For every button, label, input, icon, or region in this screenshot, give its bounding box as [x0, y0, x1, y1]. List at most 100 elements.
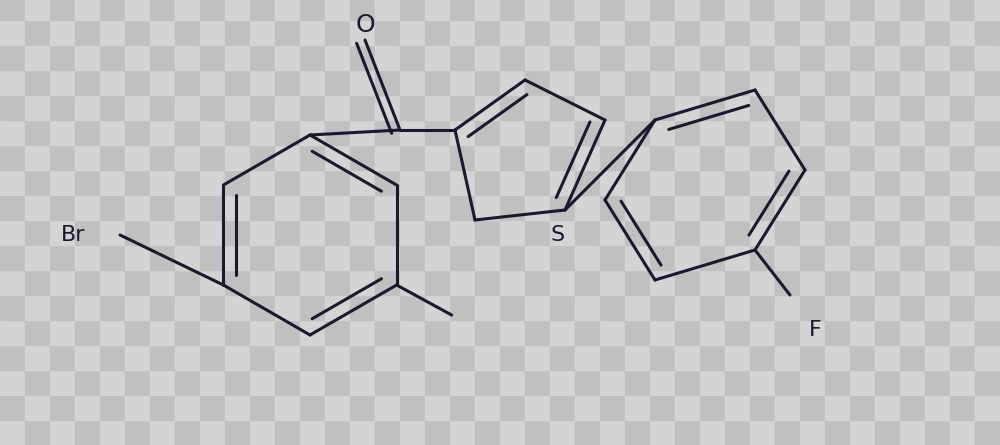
Bar [125, 245, 150, 270]
Bar [50, 95, 75, 120]
Bar [150, 245, 175, 270]
Bar [975, 120, 1000, 145]
Bar [500, 320, 525, 345]
Bar [550, 245, 575, 270]
Bar [525, 120, 550, 145]
Bar [300, 195, 325, 220]
Bar [900, 220, 925, 245]
Bar [75, 70, 100, 95]
Bar [125, 270, 150, 295]
Bar [400, 345, 425, 370]
Bar [850, 170, 875, 195]
Bar [575, 395, 600, 420]
Bar [500, 20, 525, 45]
Bar [450, 420, 475, 445]
Bar [175, 195, 200, 220]
Bar [550, 395, 575, 420]
Bar [575, 220, 600, 245]
Bar [400, 420, 425, 445]
Bar [700, 220, 725, 245]
Bar [425, 370, 450, 395]
Bar [725, 170, 750, 195]
Bar [750, 195, 775, 220]
Bar [325, 20, 350, 45]
Bar [700, 20, 725, 45]
Bar [700, 70, 725, 95]
Bar [50, 295, 75, 320]
Bar [275, 95, 300, 120]
Bar [150, 270, 175, 295]
Bar [900, 395, 925, 420]
Bar [950, 245, 975, 270]
Bar [725, 220, 750, 245]
Bar [125, 95, 150, 120]
Bar [250, 145, 275, 170]
Bar [950, 70, 975, 95]
Bar [575, 245, 600, 270]
Bar [0, 195, 25, 220]
Bar [200, 395, 225, 420]
Bar [550, 295, 575, 320]
Bar [675, 395, 700, 420]
Bar [525, 95, 550, 120]
Bar [150, 45, 175, 70]
Bar [450, 195, 475, 220]
Bar [0, 345, 25, 370]
Bar [50, 345, 75, 370]
Bar [675, 195, 700, 220]
Bar [125, 420, 150, 445]
Bar [225, 295, 250, 320]
Bar [400, 95, 425, 120]
Bar [275, 70, 300, 95]
Bar [875, 245, 900, 270]
Bar [925, 195, 950, 220]
Bar [900, 145, 925, 170]
Bar [450, 0, 475, 20]
Bar [800, 245, 825, 270]
Bar [625, 420, 650, 445]
Bar [425, 0, 450, 20]
Bar [300, 70, 325, 95]
Bar [850, 270, 875, 295]
Bar [300, 245, 325, 270]
Bar [175, 395, 200, 420]
Bar [475, 270, 500, 295]
Bar [200, 0, 225, 20]
Bar [450, 120, 475, 145]
Bar [975, 295, 1000, 320]
Bar [25, 295, 50, 320]
Bar [750, 0, 775, 20]
Bar [975, 345, 1000, 370]
Bar [775, 370, 800, 395]
Bar [875, 270, 900, 295]
Bar [475, 20, 500, 45]
Bar [325, 195, 350, 220]
Bar [375, 20, 400, 45]
Bar [775, 95, 800, 120]
Bar [725, 0, 750, 20]
Bar [25, 145, 50, 170]
Bar [600, 170, 625, 195]
Bar [25, 120, 50, 145]
Bar [525, 220, 550, 245]
Bar [375, 120, 400, 145]
Bar [975, 170, 1000, 195]
Bar [625, 70, 650, 95]
Bar [650, 245, 675, 270]
Bar [275, 145, 300, 170]
Bar [375, 220, 400, 245]
Bar [250, 120, 275, 145]
Bar [675, 20, 700, 45]
Bar [875, 370, 900, 395]
Bar [825, 270, 850, 295]
Bar [325, 0, 350, 20]
Bar [350, 170, 375, 195]
Bar [0, 20, 25, 45]
Bar [725, 95, 750, 120]
Bar [150, 420, 175, 445]
Bar [500, 420, 525, 445]
Bar [0, 320, 25, 345]
Bar [525, 345, 550, 370]
Bar [225, 95, 250, 120]
Bar [100, 370, 125, 395]
